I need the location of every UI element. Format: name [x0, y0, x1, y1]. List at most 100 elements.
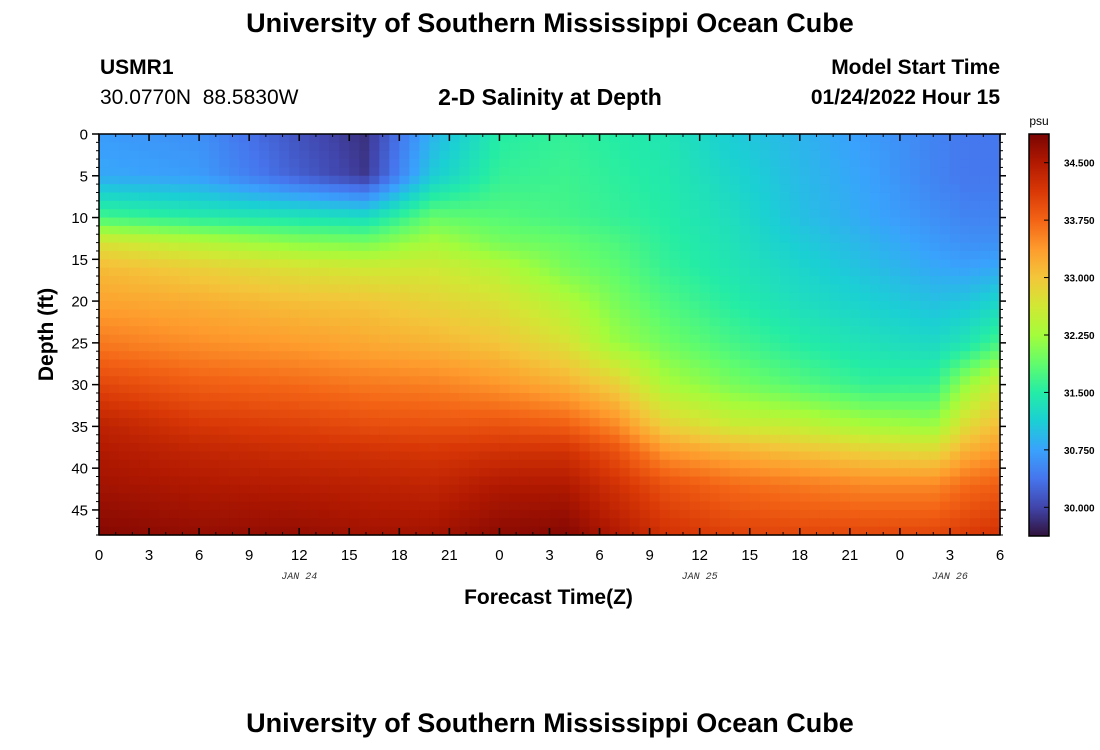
heatmap-cell	[389, 376, 400, 386]
heatmap-cell	[209, 259, 220, 269]
heatmap-cell	[579, 384, 591, 394]
heatmap-cell	[819, 317, 831, 327]
heatmap-cell	[199, 384, 210, 394]
heatmap-cell	[329, 468, 340, 478]
heatmap-cell	[539, 342, 551, 352]
heatmap-cell	[809, 225, 821, 235]
heatmap-cell	[129, 259, 140, 269]
heatmap-cell	[199, 351, 210, 361]
heatmap-cell	[629, 267, 641, 277]
heatmap-cell	[629, 192, 641, 202]
heatmap-cell	[309, 468, 320, 478]
heatmap-cell	[749, 351, 761, 361]
heatmap-cell	[369, 443, 380, 453]
heatmap-cell	[909, 367, 921, 377]
heatmap-cell	[829, 167, 841, 177]
heatmap-cell	[379, 376, 390, 386]
heatmap-cell	[129, 184, 140, 194]
heatmap-cell	[559, 159, 571, 169]
heatmap-cell	[199, 209, 210, 219]
heatmap-cell	[839, 309, 851, 319]
heatmap-cell	[149, 234, 160, 244]
heatmap-cell	[849, 342, 861, 352]
heatmap-cell	[529, 175, 541, 185]
heatmap-cell	[99, 443, 110, 453]
heatmap-cell	[549, 242, 561, 252]
heatmap-cell	[669, 392, 681, 402]
heatmap-cell	[119, 526, 130, 536]
heatmap-cell	[809, 334, 821, 344]
heatmap-cell	[279, 134, 290, 143]
heatmap-cell	[749, 276, 761, 285]
heatmap-cell	[259, 134, 270, 143]
heatmap-cell	[699, 292, 711, 302]
heatmap-cell	[419, 175, 430, 185]
heatmap-cell	[309, 267, 320, 277]
heatmap-cell	[519, 209, 531, 219]
heatmap-cell	[929, 409, 941, 419]
heatmap-cell	[819, 518, 831, 528]
heatmap-cell	[819, 301, 831, 311]
heatmap-cell	[569, 159, 581, 169]
heatmap-cell	[309, 484, 320, 494]
heatmap-cell	[149, 518, 160, 528]
heatmap-cell	[409, 376, 420, 386]
heatmap-cell	[209, 476, 220, 486]
heatmap-cell	[759, 200, 771, 210]
heatmap-cell	[269, 150, 280, 160]
heatmap-cell	[819, 209, 831, 219]
heatmap-cell	[119, 242, 130, 252]
heatmap-cell	[349, 451, 360, 461]
heatmap-cell	[539, 376, 551, 386]
heatmap-cell	[489, 284, 501, 294]
heatmap-cell	[639, 509, 651, 519]
heatmap-cell	[359, 167, 370, 177]
heatmap-cell	[729, 167, 741, 177]
heatmap-cell	[539, 301, 551, 311]
heatmap-cell	[319, 376, 330, 386]
heatmap-cell	[109, 317, 120, 327]
heatmap-cell	[209, 167, 220, 177]
heatmap-cell	[919, 159, 931, 169]
heatmap-cell	[739, 451, 751, 461]
heatmap-cell	[939, 451, 951, 461]
heatmap-cell	[859, 225, 871, 235]
heatmap-cell	[419, 359, 430, 369]
heatmap-cell	[539, 359, 551, 369]
heatmap-cell	[839, 159, 851, 169]
heatmap-cell	[139, 334, 150, 344]
heatmap-cell	[809, 259, 821, 269]
heatmap-cell	[929, 476, 941, 486]
heatmap-cell	[109, 192, 120, 202]
heatmap-cell	[749, 301, 761, 311]
heatmap-cell	[519, 443, 531, 453]
heatmap-cell	[319, 509, 330, 519]
heatmap-cell	[869, 292, 881, 302]
heatmap-cell	[489, 242, 501, 252]
heatmap-cell	[209, 468, 220, 478]
heatmap-cell	[409, 134, 420, 143]
heatmap-cell	[389, 317, 400, 327]
heatmap-cell	[539, 184, 551, 194]
heatmap-cell	[389, 418, 400, 427]
heatmap-cell	[639, 234, 651, 244]
heatmap-cell	[659, 351, 671, 361]
heatmap-cell	[549, 418, 561, 427]
heatmap-cell	[289, 150, 300, 160]
heatmap-cell	[749, 326, 761, 336]
heatmap-cell	[749, 242, 761, 252]
heatmap-cell	[679, 167, 691, 177]
heatmap-cell	[389, 259, 400, 269]
heatmap-cell	[799, 276, 811, 285]
heatmap-cell	[429, 526, 440, 536]
heatmap-cell	[459, 334, 471, 344]
heatmap-cell	[399, 259, 410, 269]
heatmap-cell	[129, 225, 140, 235]
heatmap-cell	[969, 159, 981, 169]
heatmap-cell	[309, 434, 320, 444]
heatmap-cell	[329, 175, 340, 185]
heatmap-cell	[329, 276, 340, 285]
heatmap-cell	[769, 484, 781, 494]
heatmap-cell	[899, 359, 911, 369]
heatmap-cell	[519, 334, 531, 344]
